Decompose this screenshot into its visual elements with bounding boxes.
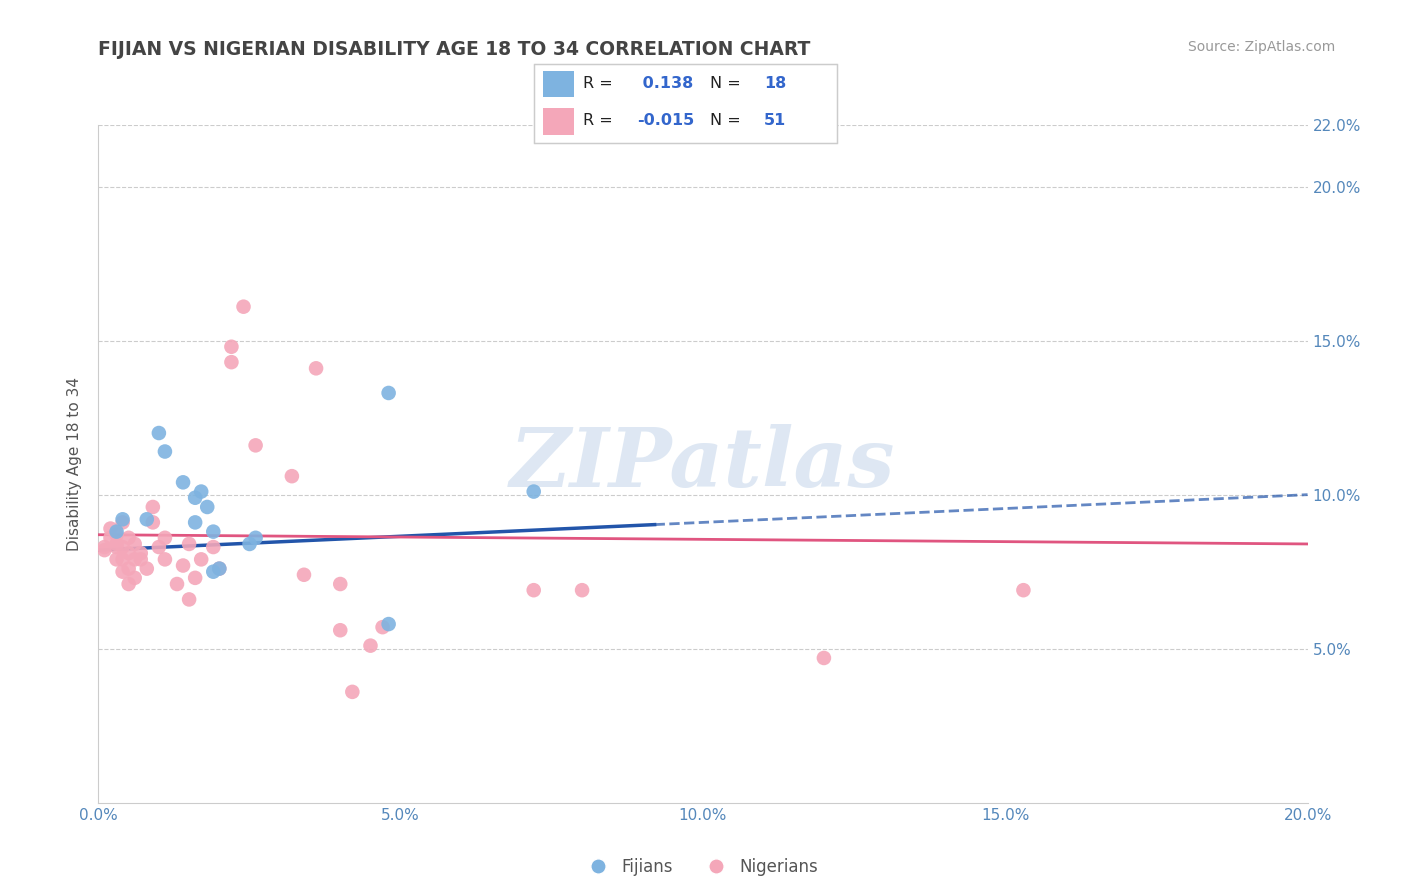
Point bbox=[153, 444, 176, 458]
Point bbox=[100, 531, 122, 545]
Point bbox=[111, 540, 134, 554]
Point bbox=[184, 571, 207, 585]
Bar bbox=[543, 70, 574, 97]
Text: 0.138: 0.138 bbox=[637, 77, 693, 91]
Point bbox=[208, 561, 231, 575]
Point bbox=[172, 558, 194, 573]
Text: -0.015: -0.015 bbox=[637, 113, 695, 128]
Point bbox=[153, 552, 176, 566]
Text: ZIPatlas: ZIPatlas bbox=[510, 424, 896, 504]
Legend: Fijians, Nigerians: Fijians, Nigerians bbox=[581, 851, 825, 882]
Point bbox=[135, 512, 157, 526]
Point bbox=[232, 300, 254, 314]
Point bbox=[153, 531, 176, 545]
Point bbox=[118, 561, 141, 575]
Point bbox=[118, 577, 141, 591]
Point bbox=[377, 386, 399, 401]
Text: Source: ZipAtlas.com: Source: ZipAtlas.com bbox=[1188, 40, 1336, 54]
Point bbox=[342, 685, 364, 699]
Point bbox=[202, 565, 225, 579]
Point bbox=[93, 543, 115, 558]
Point bbox=[190, 484, 212, 499]
Point bbox=[105, 524, 128, 539]
Point bbox=[124, 571, 146, 585]
Point bbox=[111, 516, 134, 530]
Point bbox=[100, 522, 122, 536]
Text: R =: R = bbox=[582, 77, 617, 91]
Point bbox=[124, 552, 146, 566]
Point bbox=[129, 552, 152, 566]
Text: R =: R = bbox=[582, 113, 617, 128]
Text: N =: N = bbox=[710, 77, 745, 91]
Point bbox=[1012, 583, 1035, 598]
Point bbox=[111, 552, 134, 566]
Point bbox=[292, 567, 315, 582]
Point bbox=[148, 540, 170, 554]
Text: 18: 18 bbox=[763, 77, 786, 91]
Point bbox=[571, 583, 593, 598]
Point bbox=[208, 561, 231, 575]
Point bbox=[221, 355, 243, 369]
Point bbox=[105, 540, 128, 554]
Point bbox=[329, 624, 352, 638]
Point bbox=[202, 524, 225, 539]
Point bbox=[93, 540, 115, 554]
Point bbox=[245, 531, 267, 545]
Point bbox=[142, 500, 165, 514]
Point bbox=[148, 425, 170, 440]
Point bbox=[118, 531, 141, 545]
Point bbox=[281, 469, 304, 483]
Y-axis label: Disability Age 18 to 34: Disability Age 18 to 34 bbox=[67, 376, 83, 551]
Bar bbox=[543, 108, 574, 135]
Point bbox=[111, 565, 134, 579]
Point bbox=[360, 639, 382, 653]
Point bbox=[118, 546, 141, 560]
Point bbox=[184, 491, 207, 505]
Point bbox=[190, 552, 212, 566]
Point bbox=[371, 620, 394, 634]
Point bbox=[105, 537, 128, 551]
Point bbox=[172, 475, 194, 490]
Point bbox=[179, 537, 201, 551]
Point bbox=[202, 540, 225, 554]
Point bbox=[184, 516, 207, 530]
Point bbox=[179, 592, 201, 607]
Point bbox=[105, 552, 128, 566]
Point bbox=[129, 546, 152, 560]
Text: FIJIAN VS NIGERIAN DISABILITY AGE 18 TO 34 CORRELATION CHART: FIJIAN VS NIGERIAN DISABILITY AGE 18 TO … bbox=[98, 40, 811, 59]
Point bbox=[523, 583, 546, 598]
Point bbox=[111, 512, 134, 526]
Point bbox=[305, 361, 328, 376]
Text: 51: 51 bbox=[763, 113, 786, 128]
Point bbox=[105, 527, 128, 541]
Point bbox=[329, 577, 352, 591]
Point bbox=[245, 438, 267, 452]
Point bbox=[813, 651, 835, 665]
Point bbox=[195, 500, 218, 514]
Point bbox=[523, 484, 546, 499]
Point bbox=[221, 340, 243, 354]
Point bbox=[124, 537, 146, 551]
Point bbox=[166, 577, 188, 591]
Point bbox=[142, 516, 165, 530]
Point bbox=[377, 617, 399, 632]
Point bbox=[135, 561, 157, 575]
Point bbox=[239, 537, 262, 551]
Text: N =: N = bbox=[710, 113, 745, 128]
